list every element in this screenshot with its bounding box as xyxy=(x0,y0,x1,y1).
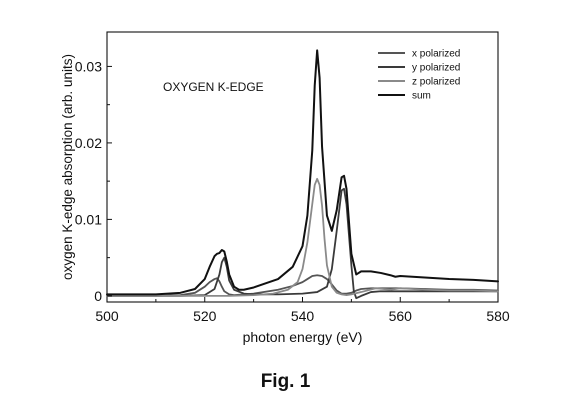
x-tick-label: 520 xyxy=(193,308,217,324)
legend-label: y polarized xyxy=(412,63,460,74)
y-tick-label: 0.01 xyxy=(75,211,102,227)
chart-annotation: OXYGEN K-EDGE xyxy=(163,80,264,94)
figure-caption: Fig. 1 xyxy=(260,371,311,392)
series-line-y-polarized xyxy=(106,187,499,300)
series-line-sum xyxy=(106,49,499,296)
legend-label: sum xyxy=(412,91,431,102)
x-axis-ticks: 500 520 540 560 580 xyxy=(95,297,510,324)
x-tick-label: 540 xyxy=(291,308,315,324)
x-tick-label: 500 xyxy=(95,308,119,324)
y-axis-ticks: 0 0.01 0.02 0.03 xyxy=(75,58,112,304)
x-tick-label: 580 xyxy=(486,308,510,324)
curves-group xyxy=(106,49,499,300)
series-line-z-polarized xyxy=(106,177,499,297)
legend-label: x polarized xyxy=(412,49,460,60)
legend: x polarized y polarized z polarized sum xyxy=(378,49,460,102)
x-axis-label: photon energy (eV) xyxy=(243,329,363,345)
y-axis-label: oxygen K-edge absorption (arb. units) xyxy=(60,54,75,280)
y-tick-label: 0.02 xyxy=(75,135,102,151)
legend-label: z polarized xyxy=(412,77,460,88)
x-tick-label: 560 xyxy=(389,308,413,324)
y-tick-label: 0 xyxy=(94,288,102,304)
y-tick-label: 0.03 xyxy=(75,58,102,74)
